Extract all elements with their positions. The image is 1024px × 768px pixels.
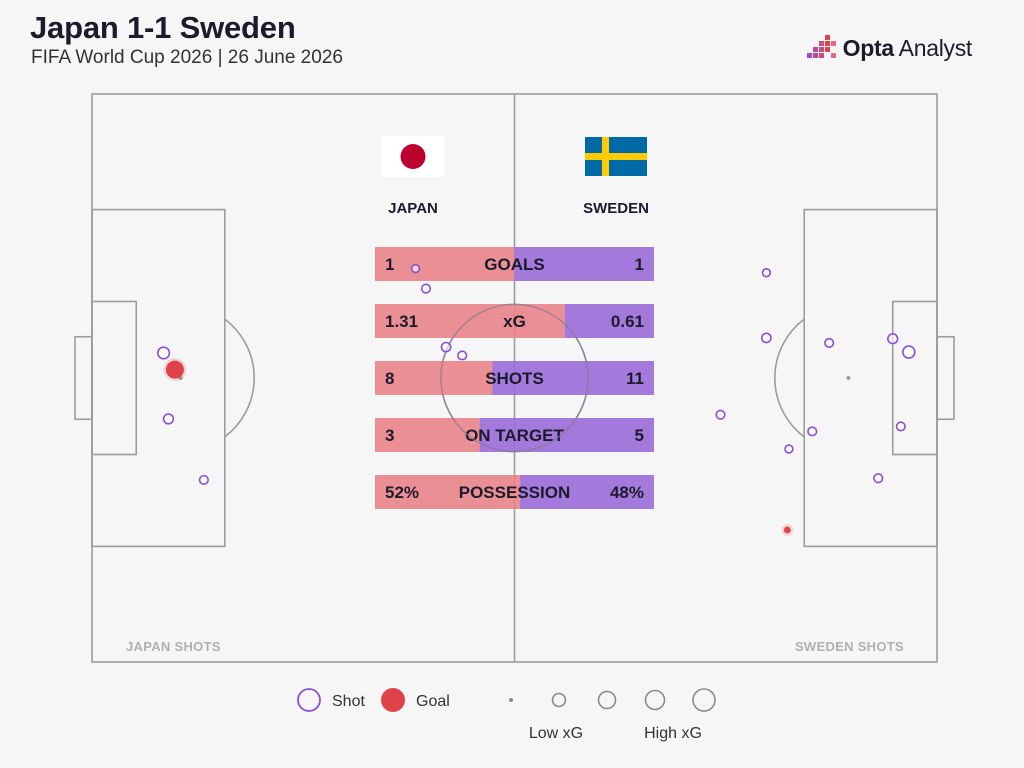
stats-panel: JAPAN SWEDEN 1 GOALS 1 1.31 xG 0.61 8 SHOTS 11 3 ON … [375,136,654,509]
stat-value-home: 1.31 [385,312,418,331]
shot-marker [761,268,772,278]
stat-value-home: 1 [385,255,394,274]
shot-marker [784,444,794,454]
shots-layer [157,263,916,536]
stat-bar-home [375,418,480,452]
stat-value-away: 48% [610,483,644,502]
centre-circle-overlay [440,303,589,453]
team-name-japan: JAPAN [388,200,438,217]
stat-bar-away [479,418,654,452]
team-name-sweden: SWEDEN [583,200,649,217]
stat-label: POSSESSION [459,483,570,502]
right-penalty-area [803,208,938,548]
shot-marker [715,409,726,420]
brand-name-bold: Opta [842,34,895,61]
chart-subtitle: FIFA World Cup 2026 | 26 June 2026 [31,47,343,68]
stat-row-shots: 8 SHOTS 11 [375,361,654,395]
shot-marker [157,346,171,360]
brand-name-light: Analyst [898,34,973,61]
stat-value-home: 52% [385,483,419,502]
stat-row-goals: 1 GOALS 1 [375,247,654,281]
stat-value-home: 8 [385,369,394,388]
stat-value-away: 1 [635,255,644,274]
legend-goal-icon [381,688,405,712]
shot-marker [457,350,468,361]
shot-marker [198,474,209,485]
legend-high-xg-label: High xG [644,725,702,742]
stat-bar-away [514,247,654,281]
stat-value-away: 5 [635,426,644,445]
right-penalty-arc [774,318,805,438]
sweden-flag-cross-horizontal [585,153,647,160]
stat-label: SHOTS [485,369,544,388]
shot-marker [902,345,916,359]
right-penalty-spot [846,376,851,380]
shot-marker [440,341,452,353]
stat-bar-away [492,361,654,395]
opta-logo-icon [806,35,836,58]
sweden-shots-label: SWEDEN SHOTS [795,639,904,654]
brand-name: Opta Analyst [842,34,973,62]
stat-bar-away [564,304,654,338]
stat-bar-home [375,304,565,338]
left-penalty-area [91,208,226,548]
goal-marker [783,526,791,534]
legend-low-xg-label: Low xG [529,725,583,742]
stat-bar-home [375,247,515,281]
stat-bar-home [375,475,521,509]
japan-flag-disc [400,144,426,169]
left-goal [74,335,93,421]
shot-marker [162,413,175,425]
stat-row-on-target: 3 ON TARGET 5 [375,418,654,452]
stat-label: GOALS [484,255,544,274]
shot-marker [824,337,835,348]
sweden-shots [715,268,916,536]
legend-xg-size-4 [644,689,666,711]
brand-logo: Opta Analyst [805,33,972,63]
legend-shot-icon [297,688,321,712]
legend-xg-size-2 [551,692,567,708]
shot-marker [887,333,899,345]
stat-bar-home [375,361,493,395]
right-goal [936,335,955,421]
chart-title: Japan 1-1 Sweden [30,10,296,45]
stat-value-home: 3 [385,426,394,445]
sweden-flag [585,137,647,176]
shot-marker [410,263,421,274]
japan-shots-label: JAPAN SHOTS [126,639,221,654]
legend-xg-size-3 [597,690,617,710]
stat-value-away: 0.61 [611,312,644,331]
legend-xg-size-5 [692,688,716,712]
legend-xg-size-1 [509,698,513,702]
right-six-yard-box [891,300,938,456]
shot-marker [807,426,818,437]
shot-marker [873,473,884,484]
legend-shot-label: Shot [332,693,365,710]
stat-bar-away [520,475,654,509]
left-six-yard-box [91,300,138,456]
shot-marker [760,332,772,344]
shot-marker [895,421,906,432]
stat-label: ON TARGET [465,426,564,445]
goal-marker [165,360,184,379]
japan-flag [382,136,444,177]
stat-label: xG [503,312,526,331]
legend: Shot Goal Low xG High xG [297,688,716,742]
stat-row-xg: 1.31 xG 0.61 [375,304,654,338]
legend-goal-label: Goal [416,693,450,710]
stat-value-away: 11 [626,369,644,388]
stat-row-possession: 52% POSSESSION 48% [375,475,654,509]
japan-shots [157,263,468,485]
shot-marker [420,283,432,294]
left-penalty-arc [224,318,255,438]
